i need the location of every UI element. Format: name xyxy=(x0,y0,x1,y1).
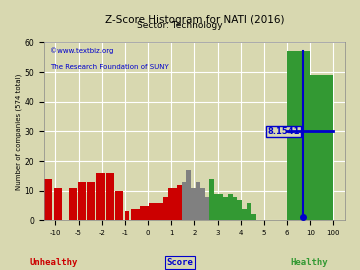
Bar xyxy=(200,188,205,220)
Bar xyxy=(163,197,168,220)
Text: The Research Foundation of SUNY: The Research Foundation of SUNY xyxy=(50,64,168,70)
Bar xyxy=(149,202,154,220)
Y-axis label: Number of companies (574 total): Number of companies (574 total) xyxy=(15,73,22,190)
Bar xyxy=(251,214,256,220)
Text: Score: Score xyxy=(167,258,193,267)
Bar xyxy=(172,188,177,220)
Bar xyxy=(69,188,77,220)
Bar xyxy=(135,208,140,220)
Bar xyxy=(78,182,86,220)
Bar xyxy=(195,182,200,220)
Bar xyxy=(214,194,219,220)
Bar xyxy=(158,202,163,220)
Bar xyxy=(154,202,158,220)
Bar xyxy=(140,205,145,220)
Bar xyxy=(233,197,237,220)
Bar xyxy=(219,194,223,220)
Bar xyxy=(191,188,195,220)
Bar xyxy=(310,75,333,220)
Bar xyxy=(182,182,186,220)
Bar xyxy=(242,208,247,220)
Text: 8.1541: 8.1541 xyxy=(267,127,300,136)
Text: Sector: Technology: Sector: Technology xyxy=(137,21,223,30)
Bar xyxy=(177,185,182,220)
Text: ©www.textbiz.org: ©www.textbiz.org xyxy=(50,48,113,55)
Bar xyxy=(131,208,135,220)
Bar xyxy=(145,205,149,220)
Bar xyxy=(96,173,104,220)
Bar xyxy=(106,173,114,220)
Bar xyxy=(210,179,214,220)
Bar xyxy=(223,197,228,220)
Bar xyxy=(87,182,95,220)
Bar xyxy=(168,188,172,220)
Bar xyxy=(186,170,191,220)
Bar xyxy=(228,194,233,220)
Bar xyxy=(247,202,251,220)
Bar xyxy=(115,191,123,220)
Bar xyxy=(44,179,53,220)
Bar xyxy=(125,211,130,220)
Text: Healthy: Healthy xyxy=(291,258,328,267)
Text: Unhealthy: Unhealthy xyxy=(30,258,78,267)
Bar xyxy=(237,200,242,220)
Bar xyxy=(205,197,210,220)
Bar xyxy=(287,51,310,220)
Bar xyxy=(54,188,62,220)
Title: Z-Score Histogram for NATI (2016): Z-Score Histogram for NATI (2016) xyxy=(105,15,284,25)
